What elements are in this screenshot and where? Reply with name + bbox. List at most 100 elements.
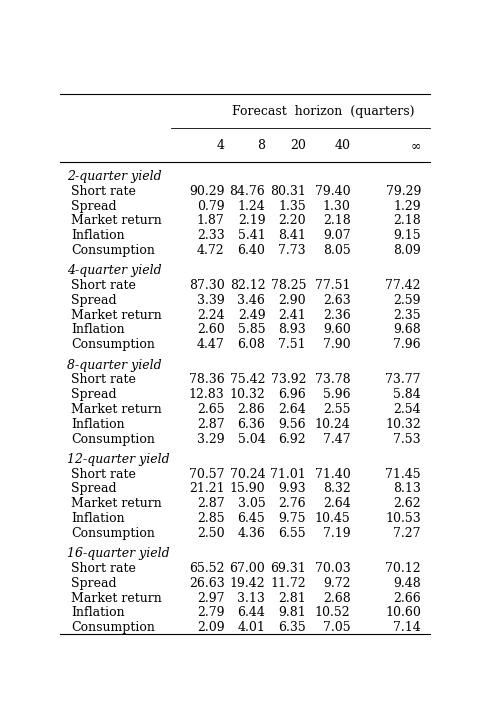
Text: 7.19: 7.19	[323, 527, 350, 540]
Text: 2.87: 2.87	[197, 418, 225, 431]
Text: 2.81: 2.81	[278, 592, 306, 604]
Text: 6.45: 6.45	[238, 512, 265, 525]
Text: 6.40: 6.40	[238, 244, 265, 257]
Text: Spread: Spread	[71, 294, 117, 307]
Text: 67.00: 67.00	[229, 562, 265, 575]
Text: 75.42: 75.42	[230, 373, 265, 387]
Text: 10.32: 10.32	[229, 388, 265, 401]
Text: Inflation: Inflation	[71, 323, 124, 337]
Text: 7.05: 7.05	[323, 621, 350, 634]
Text: 2.35: 2.35	[393, 309, 421, 322]
Text: 8: 8	[257, 139, 265, 152]
Text: 2.36: 2.36	[323, 309, 350, 322]
Text: 7.51: 7.51	[279, 338, 306, 351]
Text: 79.40: 79.40	[315, 184, 350, 198]
Text: 2.87: 2.87	[197, 497, 225, 511]
Text: 87.30: 87.30	[189, 279, 225, 292]
Text: 1.29: 1.29	[393, 199, 421, 213]
Text: 7.90: 7.90	[323, 338, 350, 351]
Text: 2.68: 2.68	[323, 592, 350, 604]
Text: 1.30: 1.30	[323, 199, 350, 213]
Text: 77.51: 77.51	[315, 279, 350, 292]
Text: 9.56: 9.56	[279, 418, 306, 431]
Text: 16-quarter yield: 16-quarter yield	[67, 547, 170, 560]
Text: Inflation: Inflation	[71, 607, 124, 619]
Text: 2.41: 2.41	[278, 309, 306, 322]
Text: 1.35: 1.35	[278, 199, 306, 213]
Text: 90.29: 90.29	[189, 184, 225, 198]
Text: 2.24: 2.24	[197, 309, 225, 322]
Text: 2.97: 2.97	[197, 592, 225, 604]
Text: 10.53: 10.53	[385, 512, 421, 525]
Text: 10.60: 10.60	[385, 607, 421, 619]
Text: 2.49: 2.49	[238, 309, 265, 322]
Text: 4.47: 4.47	[197, 338, 225, 351]
Text: 8.09: 8.09	[393, 244, 421, 257]
Text: Market return: Market return	[71, 497, 162, 511]
Text: Forecast  horizon  (quarters): Forecast horizon (quarters)	[231, 105, 414, 117]
Text: 70.24: 70.24	[230, 468, 265, 481]
Text: 2.19: 2.19	[238, 214, 265, 227]
Text: 71.01: 71.01	[271, 468, 306, 481]
Text: 5.41: 5.41	[238, 229, 265, 242]
Text: 71.45: 71.45	[385, 468, 421, 481]
Text: 6.92: 6.92	[279, 433, 306, 446]
Text: 2.59: 2.59	[393, 294, 421, 307]
Text: 65.52: 65.52	[189, 562, 225, 575]
Text: 2.85: 2.85	[197, 512, 225, 525]
Text: 2.79: 2.79	[197, 607, 225, 619]
Text: 9.60: 9.60	[323, 323, 350, 337]
Text: 84.76: 84.76	[229, 184, 265, 198]
Text: Consumption: Consumption	[71, 621, 155, 634]
Text: 6.44: 6.44	[238, 607, 265, 619]
Text: 79.29: 79.29	[386, 184, 421, 198]
Text: 6.55: 6.55	[279, 527, 306, 540]
Text: 9.48: 9.48	[393, 577, 421, 590]
Text: 8.05: 8.05	[323, 244, 350, 257]
Text: 2-quarter yield: 2-quarter yield	[67, 170, 162, 183]
Text: 8.32: 8.32	[323, 483, 350, 496]
Text: 73.78: 73.78	[315, 373, 350, 387]
Text: 10.24: 10.24	[315, 418, 350, 431]
Text: 26.63: 26.63	[189, 577, 225, 590]
Text: Spread: Spread	[71, 483, 117, 496]
Text: 80.31: 80.31	[270, 184, 306, 198]
Text: 6.35: 6.35	[278, 621, 306, 634]
Text: 2.64: 2.64	[323, 497, 350, 511]
Text: 2.64: 2.64	[278, 403, 306, 416]
Text: 9.15: 9.15	[393, 229, 421, 242]
Text: 70.03: 70.03	[315, 562, 350, 575]
Text: ∞: ∞	[411, 139, 421, 152]
Text: 10.45: 10.45	[315, 512, 350, 525]
Text: 69.31: 69.31	[271, 562, 306, 575]
Text: 10.32: 10.32	[385, 418, 421, 431]
Text: 71.40: 71.40	[315, 468, 350, 481]
Text: 4.72: 4.72	[197, 244, 225, 257]
Text: Spread: Spread	[71, 577, 117, 590]
Text: 9.81: 9.81	[278, 607, 306, 619]
Text: 2.54: 2.54	[393, 403, 421, 416]
Text: 2.33: 2.33	[197, 229, 225, 242]
Text: 2.86: 2.86	[238, 403, 265, 416]
Text: Inflation: Inflation	[71, 418, 124, 431]
Text: 2.18: 2.18	[323, 214, 350, 227]
Text: 2.60: 2.60	[197, 323, 225, 337]
Text: 4: 4	[217, 139, 225, 152]
Text: 73.92: 73.92	[271, 373, 306, 387]
Text: 5.04: 5.04	[238, 433, 265, 446]
Text: Inflation: Inflation	[71, 512, 124, 525]
Text: 11.72: 11.72	[271, 577, 306, 590]
Text: 4.01: 4.01	[238, 621, 265, 634]
Text: 5.84: 5.84	[393, 388, 421, 401]
Text: Short rate: Short rate	[71, 184, 136, 198]
Text: Short rate: Short rate	[71, 373, 136, 387]
Text: 9.75: 9.75	[279, 512, 306, 525]
Text: 9.72: 9.72	[323, 577, 350, 590]
Text: 12.83: 12.83	[189, 388, 225, 401]
Text: 9.68: 9.68	[393, 323, 421, 337]
Text: 2.50: 2.50	[197, 527, 225, 540]
Text: 7.73: 7.73	[279, 244, 306, 257]
Text: 8.13: 8.13	[393, 483, 421, 496]
Text: 7.47: 7.47	[323, 433, 350, 446]
Text: Spread: Spread	[71, 388, 117, 401]
